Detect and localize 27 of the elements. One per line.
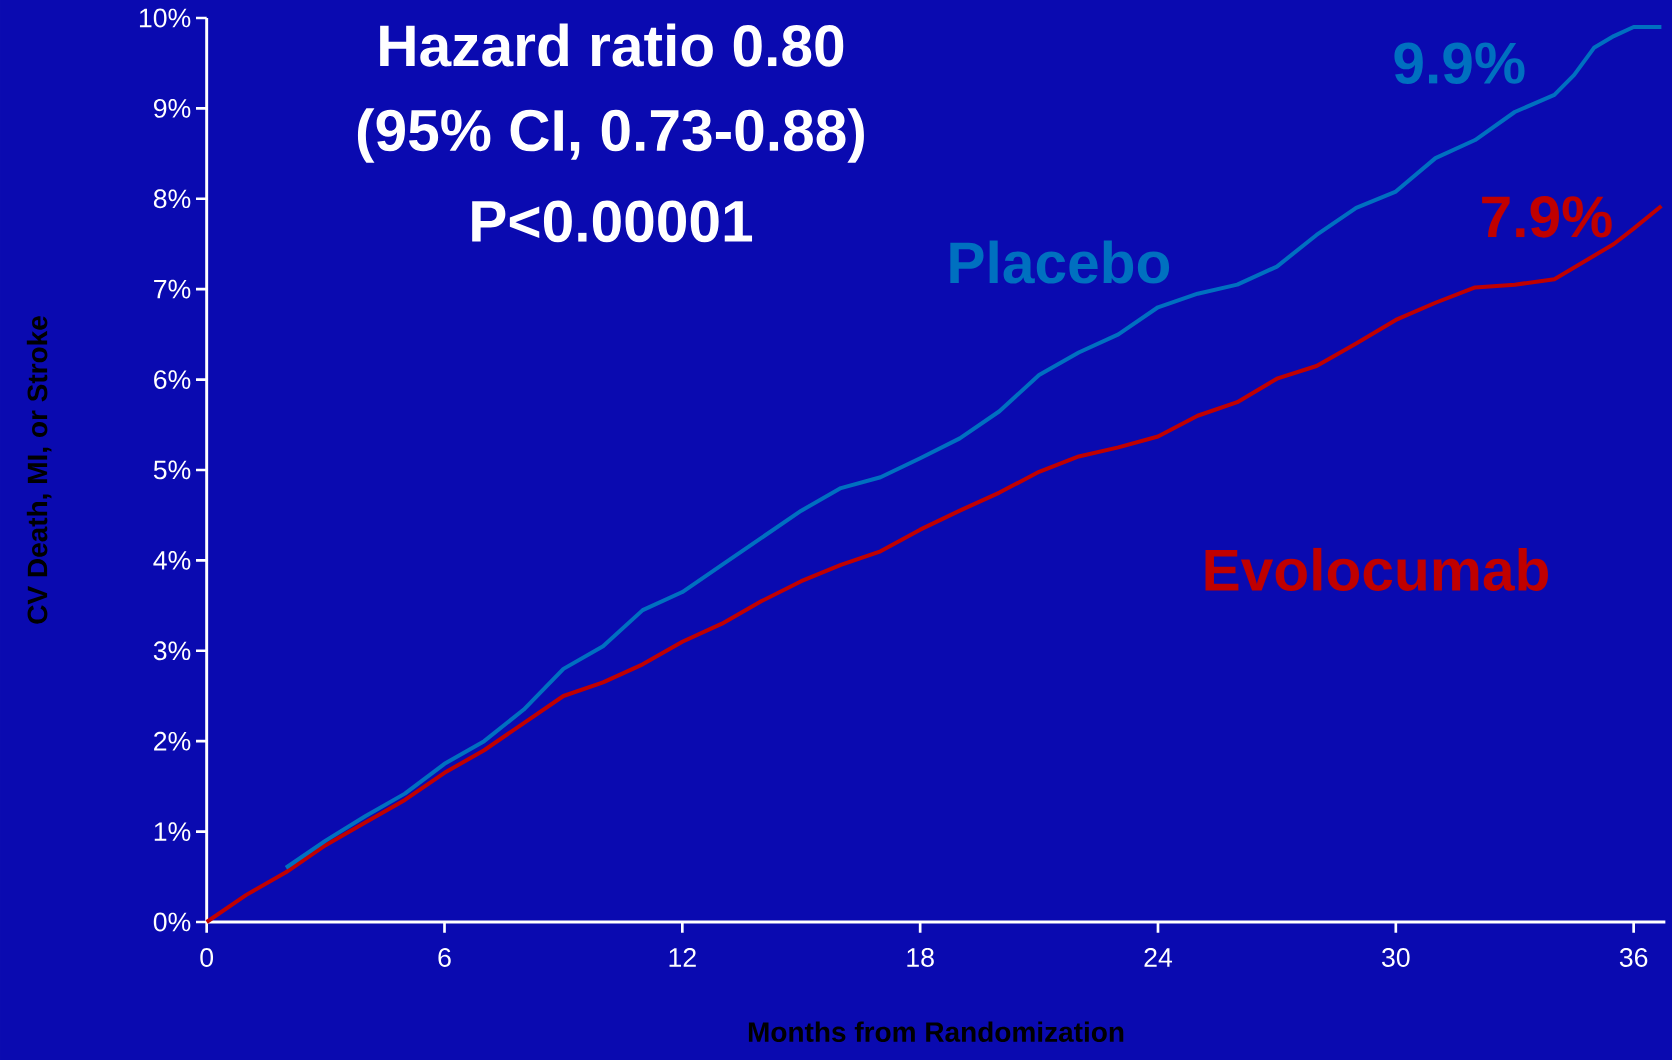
y-tick-label: 0% (153, 912, 191, 932)
y-tick-label: 3% (153, 641, 191, 661)
y-tick-label: 7% (154, 279, 191, 299)
x-tick-label: 6 (438, 948, 451, 967)
x-axis-title: Months from Randomization (748, 1021, 1124, 1042)
y-axis-title: CV Death, MI, or Stroke (26, 316, 52, 624)
annotation: (95% CI, 0.73-0.88) (357, 108, 864, 163)
y-tick-label: 6% (154, 370, 191, 390)
x-tick-label: 36 (1619, 948, 1648, 967)
y-tick-label: 1% (154, 822, 191, 841)
y-tick-label: 10% (139, 8, 191, 28)
y-tick-label: 8% (153, 189, 191, 209)
x-tick-label: 18 (907, 948, 934, 967)
y-tick-label: 2% (154, 731, 191, 751)
series-label: Placebo (950, 240, 1170, 284)
annotation: Hazard ratio 0.80 (380, 23, 844, 67)
x-tick-label: 24 (1144, 948, 1173, 967)
x-tick-label: 12 (669, 948, 696, 967)
y-tick-label: 4% (153, 551, 191, 570)
x-tick-label: 30 (1382, 948, 1410, 967)
annotation: 7.9% (1482, 196, 1612, 238)
x-tick-label: 0 (200, 948, 214, 967)
y-tick-label: 5% (153, 460, 191, 480)
annotation: 9.9% (1394, 42, 1525, 84)
text: Evolocumab (1205, 547, 1548, 591)
annotation: P<0.00001 (472, 200, 753, 243)
y-tick-label: 9% (154, 98, 191, 118)
